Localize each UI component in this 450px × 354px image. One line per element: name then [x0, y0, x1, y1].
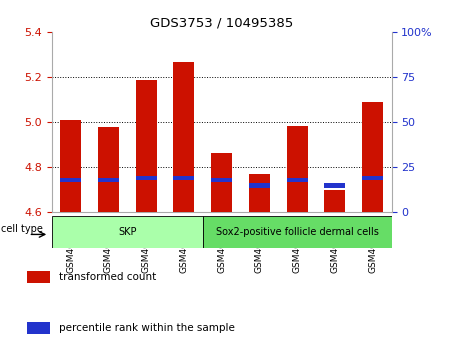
Bar [211, 153, 232, 212]
Bar [362, 176, 383, 180]
Bar [287, 126, 307, 212]
Bar [98, 127, 119, 212]
Bar [174, 176, 194, 180]
Text: transformed count: transformed count [59, 272, 157, 282]
Title: GDS3753 / 10495385: GDS3753 / 10495385 [150, 16, 293, 29]
Bar [324, 190, 345, 212]
Bar [98, 178, 119, 182]
Bar [249, 183, 270, 188]
Text: SKP: SKP [118, 227, 136, 237]
Bar [249, 174, 270, 212]
FancyBboxPatch shape [203, 216, 392, 248]
Bar [287, 178, 307, 182]
Text: Sox2-positive follicle dermal cells: Sox2-positive follicle dermal cells [216, 227, 378, 237]
Text: cell type: cell type [1, 224, 43, 234]
Bar [27, 271, 50, 283]
Bar [324, 183, 345, 188]
Bar [174, 62, 194, 212]
Bar [27, 322, 50, 335]
Bar [60, 178, 81, 182]
Bar [362, 102, 383, 212]
Text: percentile rank within the sample: percentile rank within the sample [59, 323, 235, 333]
FancyBboxPatch shape [52, 216, 203, 248]
Bar [60, 120, 81, 212]
Bar [211, 178, 232, 182]
Bar [136, 80, 157, 212]
Bar [136, 176, 157, 180]
